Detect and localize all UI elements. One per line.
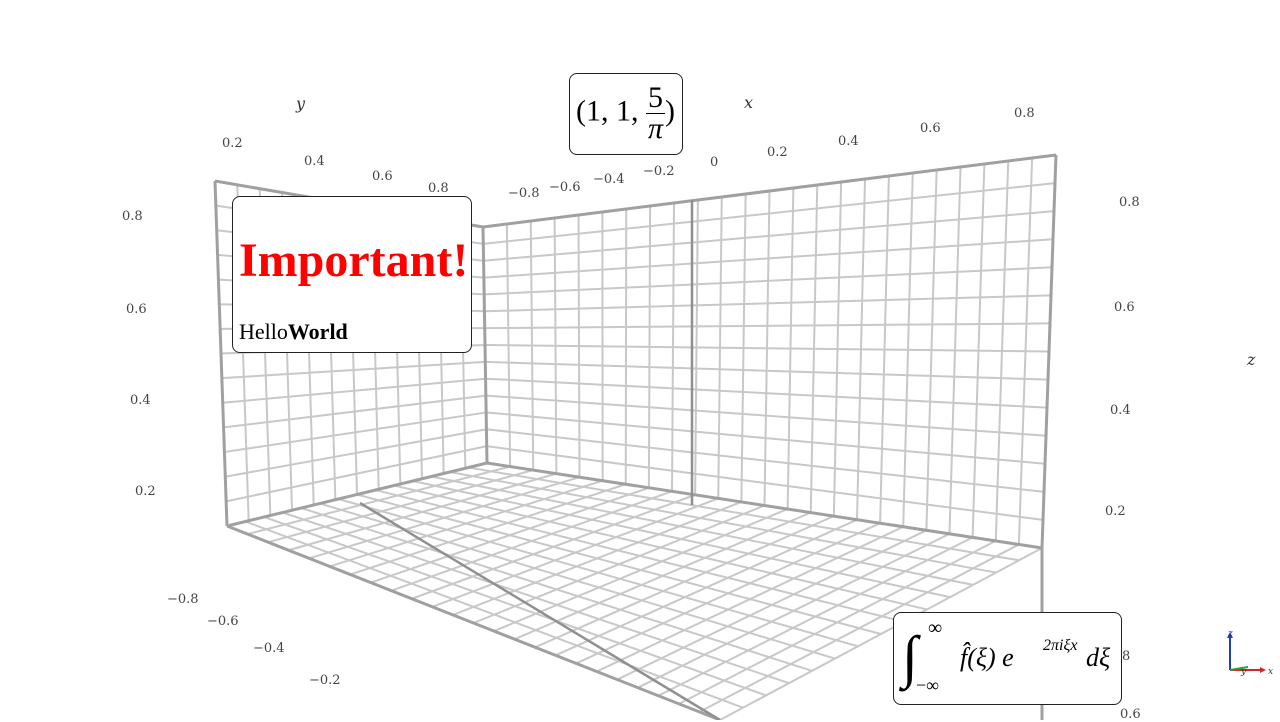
integral-exponent: 2πiξx: [1043, 637, 1077, 655]
x-tick: 0.4: [838, 134, 859, 149]
y-tick: −0.6: [207, 614, 239, 629]
hello-text: Hello: [239, 319, 288, 344]
z-tick: 0.4: [1110, 403, 1131, 418]
x-tick: −0.2: [643, 164, 675, 179]
triad-x-arrow: [1260, 667, 1266, 673]
z-tick: 0.8: [1119, 195, 1140, 210]
floor-grid-line: [289, 474, 557, 551]
z-axis-title: z: [1247, 350, 1255, 369]
integral-body: f̂(ξ) e: [960, 643, 1014, 673]
y-tick: 0.2: [222, 136, 243, 151]
hello-world-text: HelloWorld: [239, 319, 348, 345]
z-tick: 0.2: [135, 484, 156, 499]
integral-lower-limit: −∞: [916, 675, 939, 696]
y-axis-title: y: [296, 94, 305, 113]
y-tick: 0.8: [428, 181, 449, 196]
z-tick: 0.6: [126, 302, 147, 317]
x-tick: 0: [710, 155, 718, 170]
x-tick: −0.4: [593, 172, 625, 187]
x-tick: 0.6: [920, 121, 941, 136]
z-tick: 0.2: [1105, 504, 1126, 519]
important-annotation[interactable]: Important! HelloWorld: [232, 196, 472, 353]
z-tick: 0.4: [130, 393, 151, 408]
fraction-denominator: π: [646, 114, 665, 144]
fraction-numerator: 5: [646, 83, 665, 114]
x-tick: −0.8: [508, 186, 540, 201]
y-tick: −0.4: [253, 641, 285, 656]
y-tick: −0.8: [167, 592, 199, 607]
integral-differential: dξ: [1086, 643, 1110, 673]
integral-upper-limit: ∞: [928, 617, 942, 640]
important-headline: Important!: [239, 233, 468, 288]
y-tick: 0.4: [304, 154, 325, 169]
z-tick: 0.6: [1114, 300, 1135, 315]
frame-edge: [227, 526, 720, 720]
x-axis-title: x: [744, 93, 753, 112]
frame-edge: [483, 227, 487, 463]
corner-tick: 8: [1122, 649, 1130, 664]
z-tick: 0.8: [122, 209, 143, 224]
x-tick: 0.2: [767, 145, 788, 160]
x-tick: 0.8: [1014, 106, 1035, 121]
triad-y-label: y: [1240, 667, 1247, 677]
y-tick: −0.2: [309, 673, 341, 688]
floor-grid-line: [309, 477, 579, 558]
floor-grid-line: [453, 502, 741, 615]
point-prefix: (1, 1,: [576, 94, 646, 127]
triad-z-label: z: [1227, 629, 1233, 639]
triad-x-label: x: [1268, 667, 1273, 677]
world-text: World: [288, 319, 348, 344]
orientation-triad-icon[interactable]: z y x: [1222, 628, 1280, 680]
y-tick: 0.6: [372, 169, 393, 184]
x-tick: −0.6: [549, 180, 581, 195]
integral-annotation[interactable]: ∫ ∞ −∞ f̂(ξ) e 2πiξx dξ: [893, 612, 1122, 705]
point-suffix: ): [665, 94, 675, 127]
